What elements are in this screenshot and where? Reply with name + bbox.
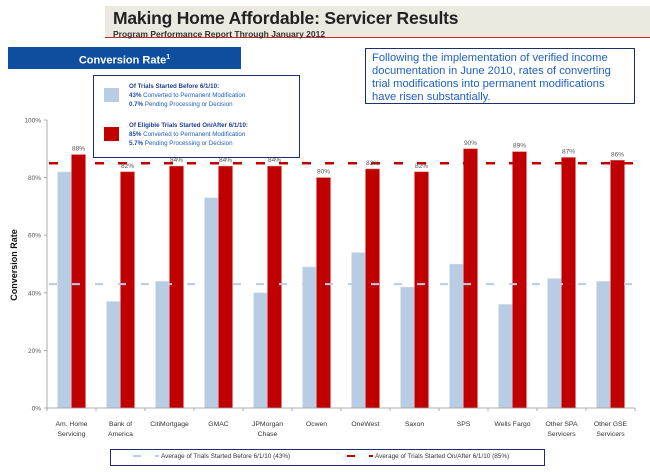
bar-before-1 (106, 301, 121, 409)
x-tick-label-7: Saxon (405, 421, 424, 428)
commentary-note: Following the implementation of verified… (365, 48, 635, 104)
bar-before-9 (498, 304, 513, 409)
bar-before-11 (596, 281, 611, 409)
legend-swatch-before (104, 88, 119, 102)
report-header: Making Home Affordable: Servicer Results… (105, 6, 650, 39)
data-label-after-8: 90% (464, 140, 477, 147)
bar-before-4 (253, 292, 268, 409)
x-tick-label-2: CitiMortgage (150, 421, 189, 428)
bar-after-9 (512, 151, 527, 409)
bottom-legend-item-after: Average of Trials Started On/After 6/1/1… (347, 450, 509, 464)
y-tick-label-1: 20% (28, 348, 41, 355)
data-label-after-9: 89% (513, 143, 526, 150)
bar-after-4 (267, 165, 282, 409)
data-label-after-7: 82% (415, 163, 428, 170)
data-label-after-11: 86% (611, 151, 624, 158)
bar-after-6 (365, 168, 380, 409)
x-tick-label-5: Ocwen (306, 421, 327, 428)
legend-line-before-1: 43% Converted to Permanent Modification (129, 91, 304, 100)
x-tick-label-10: Other SPA (546, 421, 578, 428)
dash-line-icon (369, 455, 373, 458)
x-tick-label-10: Servicers (547, 431, 576, 438)
bar-after-0 (71, 154, 86, 409)
bar-after-8 (463, 148, 478, 409)
legend-label: Pending Processing or Decision (143, 140, 233, 148)
legend-label: Converted to Permanent Modification (141, 131, 246, 139)
bottom-legend-label-before: Average of Trials Started Before 6/1/10 … (161, 453, 291, 460)
x-tick-label-9: Wells Fargo (494, 421, 530, 428)
bar-before-5 (302, 266, 317, 409)
legend-line-after-2: 5.7% Pending Processing or Decision (129, 139, 304, 148)
legend-text-before: Of Trials Started Before 6/1/10: 43% Con… (129, 82, 304, 110)
footnote-marker: 1 (166, 54, 171, 61)
x-tick-label-3: GMAC (208, 421, 228, 428)
y-tick-label-4: 80% (28, 175, 41, 182)
legend-label: Converted to Permanent Modification (141, 92, 246, 100)
bar-after-2 (169, 165, 184, 409)
x-tick-label-0: Servicing (58, 431, 86, 438)
bar-after-11 (610, 160, 625, 409)
page-subtitle: Program Performance Report Through Janua… (113, 29, 326, 39)
chart-panel-title: Conversion Rate1 (8, 47, 241, 69)
bar-before-8 (449, 263, 464, 409)
dash-line-icon (347, 455, 355, 458)
y-axis-label: Conversion Rate (9, 229, 19, 301)
data-label-after-4: 84% (268, 157, 281, 164)
bottom-legend-item-before: Average of Trials Started Before 6/1/10 … (133, 450, 290, 464)
bar-after-7 (414, 171, 429, 409)
legend-value: 5.7% (129, 140, 144, 148)
chart-panel-title-text: Conversion Rate (78, 54, 167, 67)
data-label-after-10: 87% (562, 148, 575, 155)
legend-value: 85% (129, 131, 142, 139)
x-tick-label-11: Other GSE (594, 421, 628, 428)
bar-after-5 (316, 177, 331, 409)
x-tick-label-0: Am. Home (55, 421, 87, 428)
data-label-after-5: 80% (317, 169, 330, 176)
bar-before-3 (204, 197, 219, 409)
data-label-after-0: 88% (72, 146, 85, 153)
x-tick-label-8: SPS (457, 421, 471, 428)
dash-line-icon (155, 455, 159, 458)
bar-after-3 (218, 165, 233, 409)
bar-before-10 (547, 278, 562, 409)
inset-legend: Of Trials Started Before 6/1/10: 43% Con… (93, 75, 300, 158)
legend-line-before-2: 0.7% Pending Processing or Decision (129, 100, 304, 109)
x-tick-label-11: Servicers (596, 431, 625, 438)
y-tick-label-3: 60% (28, 233, 41, 240)
bar-before-2 (155, 281, 170, 409)
x-tick-label-4: Chase (258, 431, 278, 438)
bar-before-7 (400, 286, 415, 409)
bar-before-6 (351, 252, 366, 409)
legend-value: 0.7% (129, 101, 144, 109)
bar-after-1 (120, 171, 135, 409)
y-tick-label-5: 100% (24, 118, 41, 125)
dash-line-icon (133, 455, 141, 458)
x-tick-label-4: JPMorgan (252, 421, 283, 428)
data-label-after-2: 84% (170, 157, 183, 164)
legend-heading-before: Of Trials Started Before 6/1/10: (129, 83, 220, 90)
page-title: Making Home Affordable: Servicer Results (113, 8, 459, 28)
bottom-legend-label-after: Average of Trials Started On/After 6/1/1… (375, 453, 510, 460)
x-tick-label-6: OneWest (351, 421, 379, 428)
legend-swatch-after (104, 127, 119, 141)
x-tick-label-1: Bank of (109, 421, 132, 428)
bottom-legend: Average of Trials Started Before 6/1/10 … (110, 449, 545, 466)
data-label-after-1: 82% (121, 163, 134, 170)
data-label-after-3: 84% (219, 157, 232, 164)
legend-value: 43% (129, 92, 142, 100)
y-tick-label-2: 40% (28, 290, 41, 297)
legend-text-after: Of Eligible Trials Started On/After 6/1/… (129, 121, 304, 149)
legend-heading-after: Of Eligible Trials Started On/After 6/1/… (129, 122, 248, 129)
bar-after-10 (561, 157, 576, 409)
legend-line-after-1: 85% Converted to Permanent Modification (129, 130, 304, 139)
legend-label: Pending Processing or Decision (143, 101, 233, 109)
data-label-after-6: 83% (366, 160, 379, 167)
bar-before-0 (57, 171, 72, 409)
x-tick-label-1: America (108, 431, 133, 438)
y-tick-label-0: 0% (32, 406, 42, 413)
